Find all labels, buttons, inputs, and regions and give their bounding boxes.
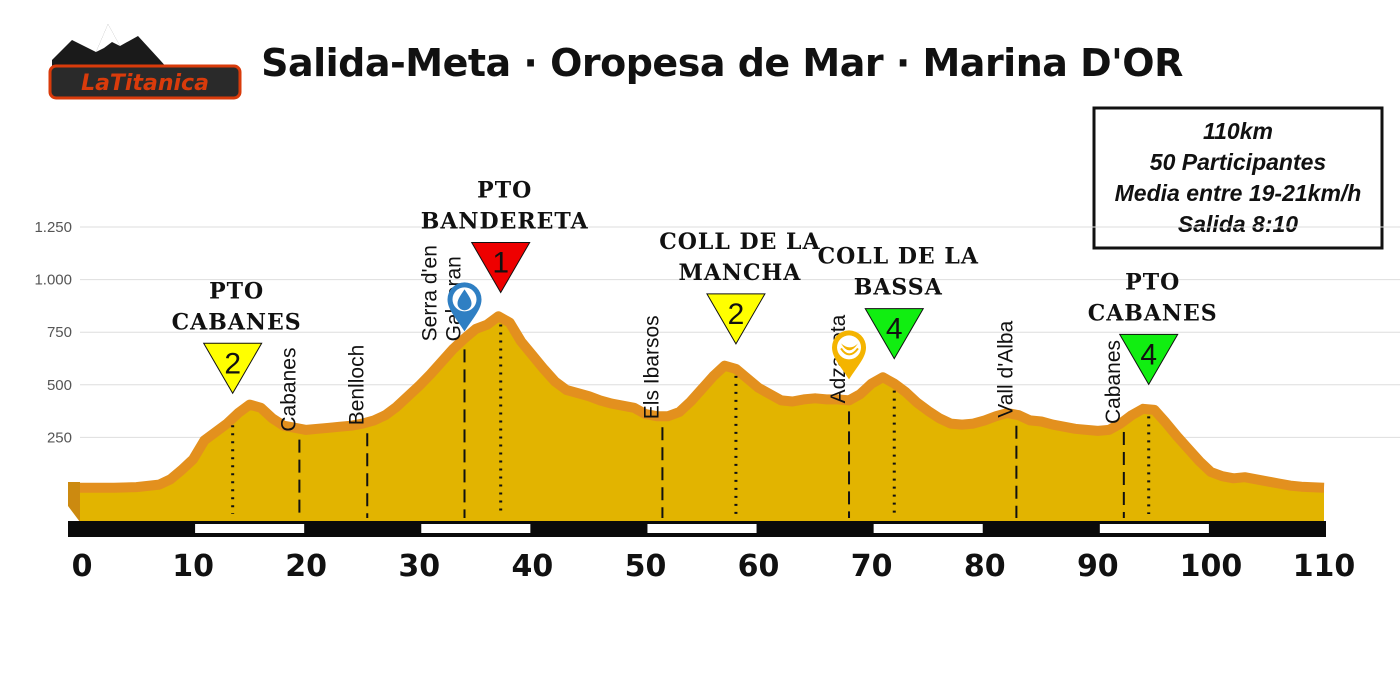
climb-category-badge: [1118, 333, 1179, 386]
climb-category-label: 2: [728, 298, 745, 331]
town-label-text: Cabanes: [277, 348, 300, 432]
y-tick-label: 1.000: [34, 272, 72, 289]
climb-name-label: CABANES: [1088, 300, 1218, 326]
distance-bar-segment: [1099, 524, 1209, 533]
town-label-line: Cabanes: [1102, 340, 1125, 424]
climb-category-label: 4: [886, 313, 903, 346]
logo-badge: [48, 64, 242, 100]
climb-category-label: 2: [224, 347, 241, 380]
climb-category-label: 1: [492, 247, 509, 280]
y-tick-label: 750: [47, 324, 72, 341]
town-label-text: Benlloch: [345, 345, 368, 426]
town-label-line: Vall d'Alba: [994, 320, 1017, 417]
climb-name-label: BASSA: [854, 275, 943, 301]
distance-bar-segment: [195, 524, 305, 533]
x-tick-label: 60: [738, 549, 780, 584]
y-tick-label: 500: [47, 377, 72, 394]
la-titanica-logo: LaTitanica: [48, 24, 242, 100]
town-label-line: Els Ibarsos: [640, 315, 663, 419]
info-participants: 50 Participantes: [1150, 149, 1326, 175]
water-drop-icon: [447, 282, 482, 332]
x-tick-label: 80: [964, 549, 1006, 584]
climb-category-badge: [706, 293, 766, 345]
town-label-text: Vall d'Alba: [994, 320, 1017, 417]
x-tick-label: 0: [72, 549, 93, 584]
info-box-frame: [1092, 106, 1384, 250]
x-tick-label: 40: [511, 549, 553, 584]
elevation-line: [80, 311, 1325, 493]
x-tick-label: 110: [1293, 549, 1356, 584]
climb-category-badge: [470, 242, 531, 294]
x-tick-label: 10: [172, 549, 214, 584]
y-tick-label: 250: [47, 429, 72, 446]
banana-glyph: [841, 343, 859, 351]
info-average-speed: Media entre 19-21km/h: [1115, 180, 1362, 206]
x-tick-label: 20: [285, 549, 327, 584]
distance-bar: [68, 521, 1326, 537]
climb-name-label: PTO: [1125, 269, 1180, 295]
town-label: Benlloch: [345, 345, 368, 426]
banana-icon: [832, 330, 867, 380]
logo-text: LaTitanica: [81, 71, 209, 96]
profile-edge: [68, 482, 80, 522]
x-tick-label: 50: [625, 549, 667, 584]
climb-category-badge: [864, 308, 925, 360]
banana-glyph-second: [840, 347, 859, 356]
town-label-line: Benlloch: [345, 345, 368, 426]
x-tick-label: 100: [1180, 549, 1243, 584]
distance-bar-segment: [647, 524, 757, 533]
climb-category-badge: [202, 342, 263, 395]
x-tick-label: 90: [1077, 549, 1119, 584]
x-tick-label: 70: [851, 549, 893, 584]
climb-name-label: COLL DE LA: [659, 229, 820, 255]
climb-category-label: 4: [1140, 338, 1157, 371]
x-tick-label: 30: [398, 549, 440, 584]
distance-bar-segment: [421, 524, 531, 533]
x-axis-ticks: 0 10 20 30 40 50 60 70 80 90 100 110: [72, 549, 1356, 584]
climb-name-label: PTO: [209, 278, 264, 304]
y-tick-label: 1.250: [34, 219, 72, 236]
info-start-time: Salida 8:10: [1178, 211, 1298, 237]
town-label: Cabanes: [1102, 340, 1125, 424]
elevation-area: [80, 313, 1324, 522]
info-box: 110km 50 Participantes Media entre 19-21…: [1092, 106, 1384, 250]
page-title: Salida-Meta · Oropesa de Mar · Marina D'…: [261, 41, 1183, 85]
town-label-text: Cabanes: [1102, 340, 1125, 424]
town-label: Cabanes: [277, 348, 300, 432]
info-distance: 110km: [1203, 118, 1273, 144]
climb-name-label: COLL DE LA: [818, 244, 979, 270]
y-axis-ticks: 250 500 750 1.000 1.250: [34, 219, 72, 446]
town-label-line: Cabanes: [277, 348, 300, 432]
town-label-line: Serra d'en: [419, 245, 442, 341]
climb-name-label: BANDERETA: [421, 209, 589, 235]
climb-name-label: MANCHA: [678, 260, 801, 286]
distance-bar-segment: [873, 524, 983, 533]
climb-name-label: PTO: [477, 178, 532, 204]
water-drop-glyph: [457, 289, 472, 311]
elevation-profile: [68, 311, 1325, 522]
town-label: Vall d'Alba: [994, 320, 1017, 417]
town-label: Els Ibarsos: [640, 315, 663, 419]
town-label-text: Els Ibarsos: [640, 315, 663, 419]
climb-name-label: CABANES: [172, 309, 302, 335]
